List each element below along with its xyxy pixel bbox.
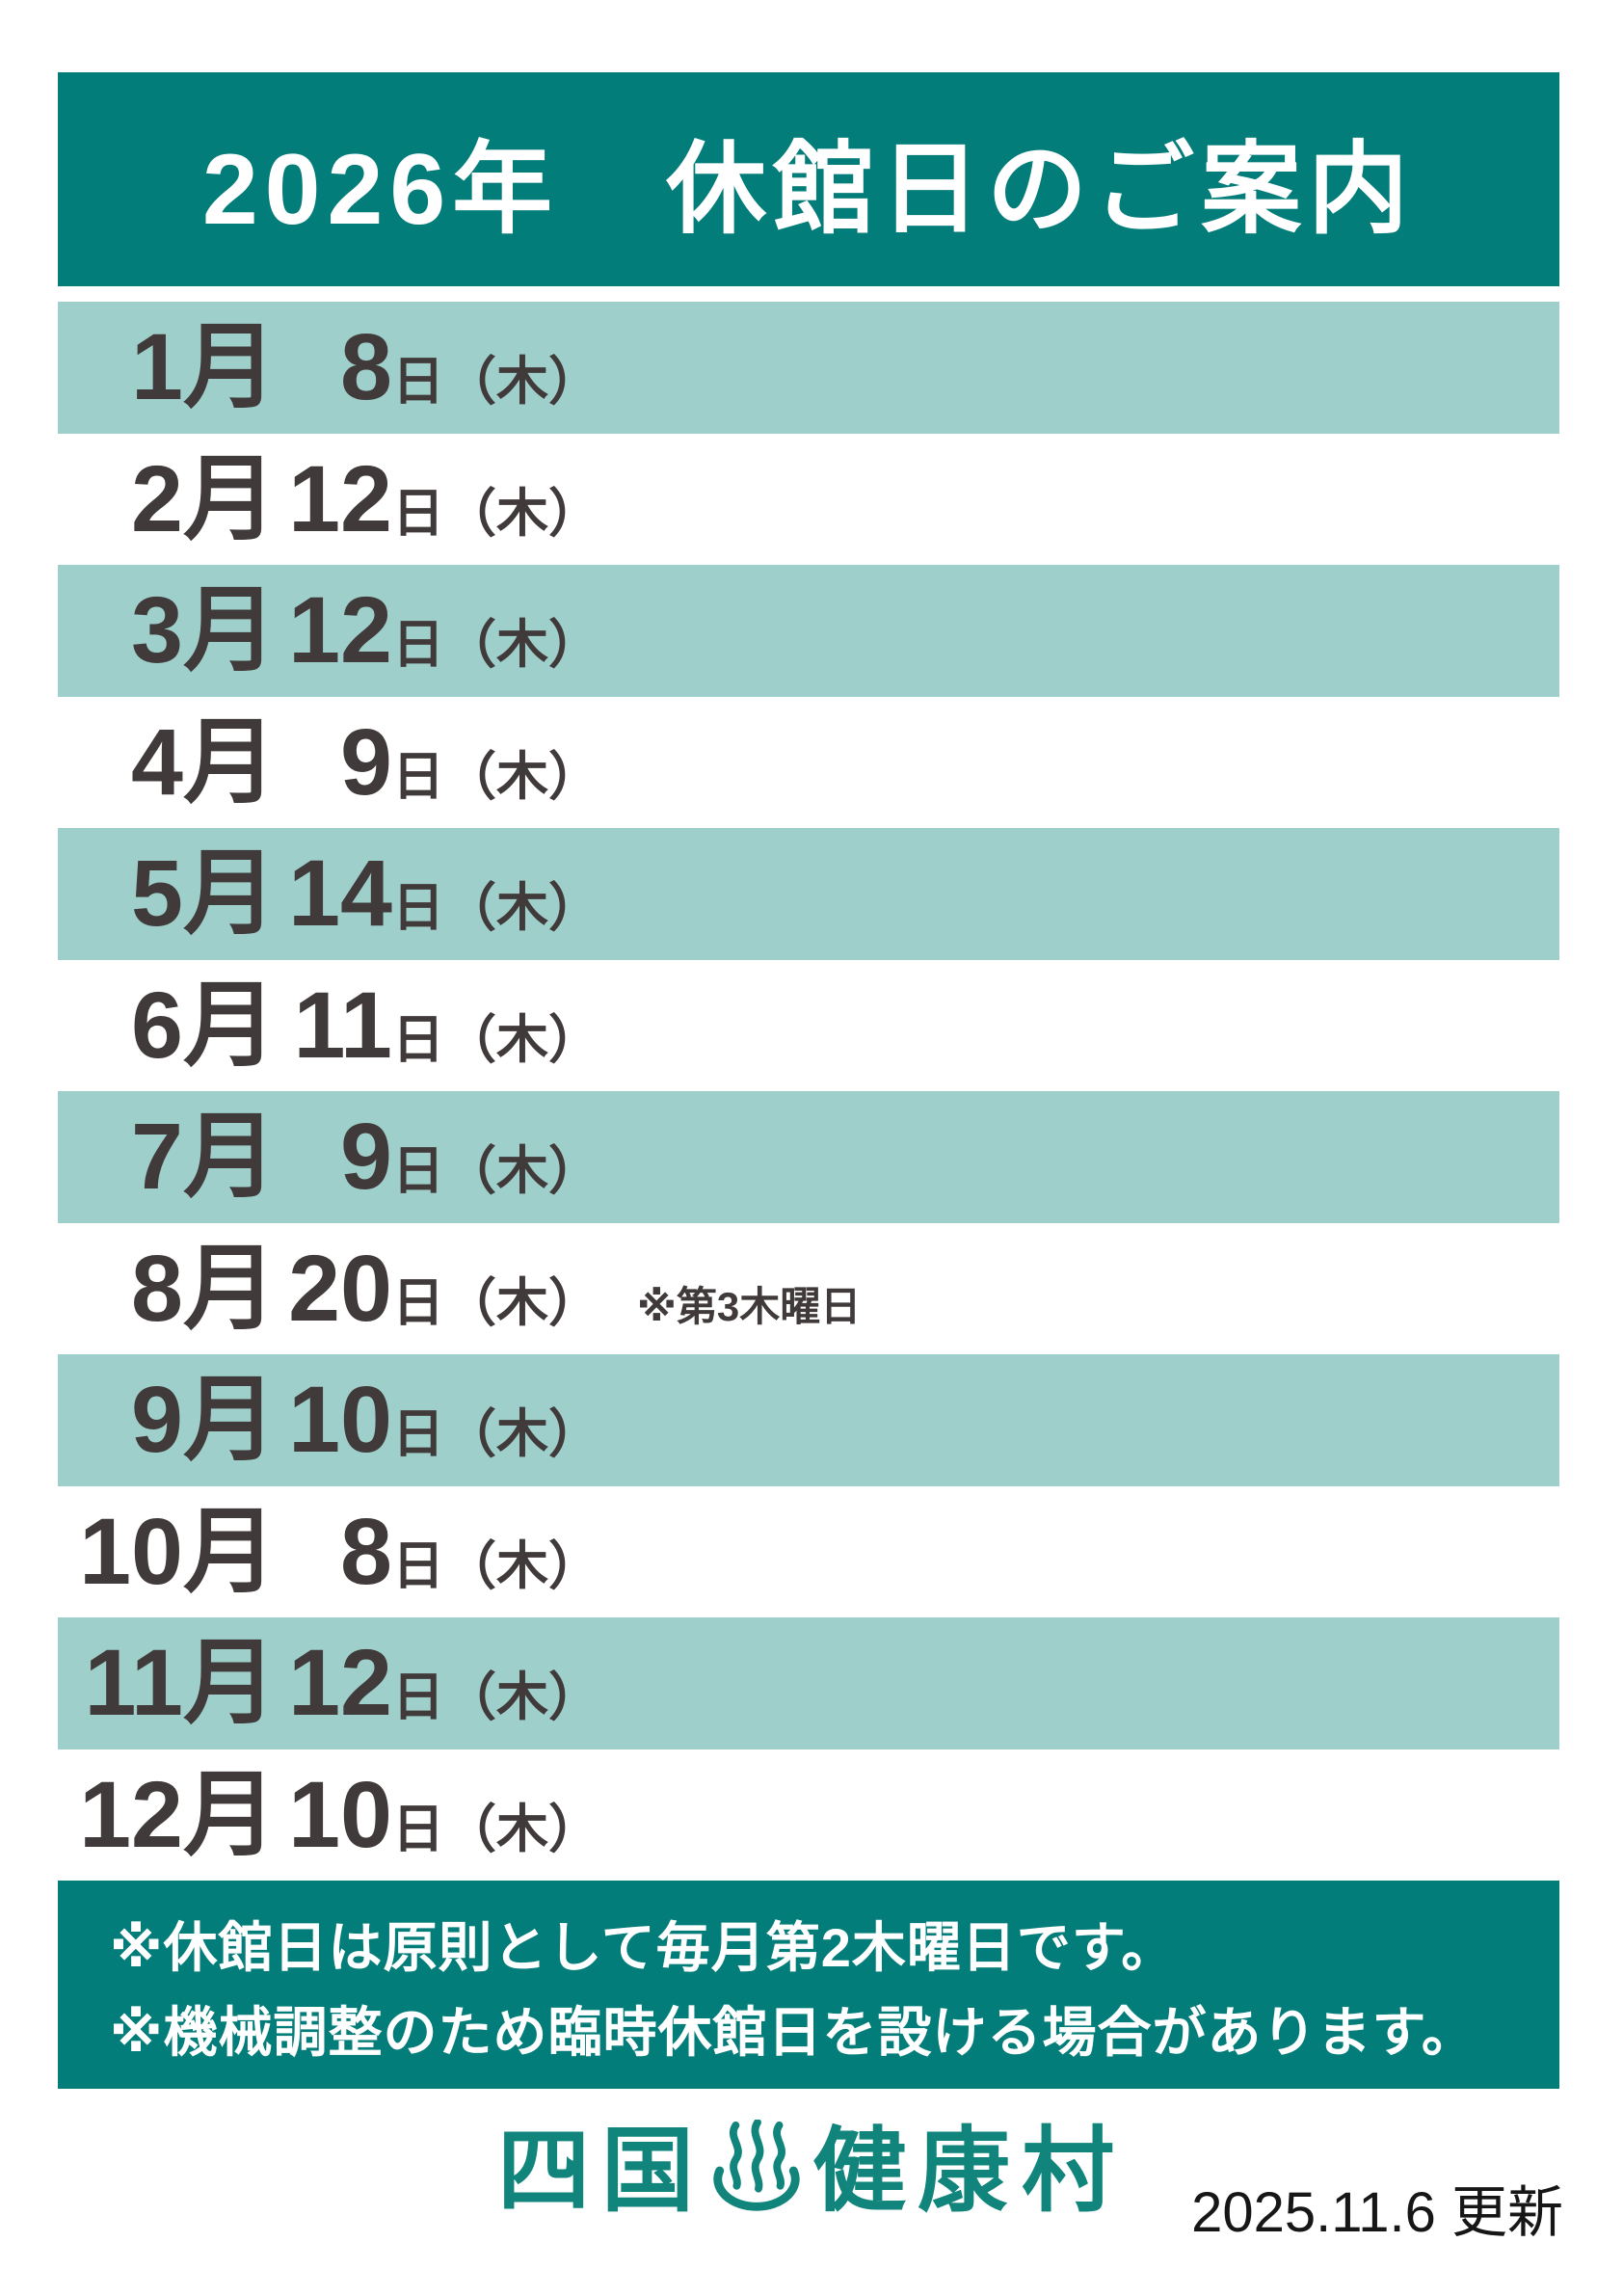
day-unit: 日 [392,1142,444,1200]
month-unit: 月 [183,972,277,1078]
month-unit: 月 [183,577,277,682]
month-number: 9 [131,1367,183,1472]
schedule-row-december: 12月 10日（木） [58,1749,1559,1882]
weekday-label: （木） [444,1405,600,1463]
month-unit: 月 [183,1104,277,1209]
weekday-label: （木） [444,747,600,806]
day-unit: 日 [392,616,444,674]
month-number: 8 [131,1235,183,1341]
day-number: 20 [288,1235,392,1341]
month-unit: 月 [183,841,277,946]
schedule-row-october: 10月 8日（木） [58,1486,1559,1618]
month-number: 3 [131,577,183,682]
day-number: 12 [288,445,392,551]
weekday-label: （木） [444,1536,600,1595]
month-number: 4 [131,708,183,814]
schedule-row-may: 5月 14日（木） [58,828,1559,960]
schedule-row-september: 9月 10日（木） [58,1354,1559,1486]
header-banner: 2026年 休館日のご案内 [58,72,1559,286]
schedule-list: 1月 8日（木） 2月 12日（木） 3月 12日（木） 4月 9日（木） 5月 14日（… [58,302,1559,1881]
day-number: 9 [340,1104,392,1209]
month-unit: 月 [183,1235,277,1341]
day-number: 12 [288,577,392,682]
weekday-label: （木） [444,1669,600,1726]
day-number: 10 [288,1761,392,1867]
month-unit: 月 [183,314,277,419]
day-unit: 日 [392,1669,444,1726]
weekday-label: （木） [444,1800,600,1858]
weekday-label: （木） [444,353,600,411]
weekday-label: （木） [444,1273,600,1332]
weekday-label: （木） [444,1142,600,1200]
day-unit: 日 [392,353,444,411]
brand-logo: 四国 健康村 [497,2119,1126,2225]
schedule-row-january: 1月 8日（木） [58,302,1559,434]
schedule-row-april: 4月 9日（木） [58,697,1559,829]
update-date: 2025.11.6 更新 [1191,2181,1563,2244]
month-unit: 月 [183,1498,277,1604]
month-number: 1 [131,314,183,419]
weekday-label: （木） [444,616,600,674]
month-number: 11 [84,1630,183,1735]
notice-line-1: ※休館日は原則として毎月第2木曜日です。 [110,1917,1177,1978]
page-title: 2026年 休館日のご案内 [201,133,1416,246]
schedule-row-march: 3月 12日（木） [58,565,1559,697]
month-number: 7 [131,1104,183,1209]
schedule-row-november: 11月 12日（木） [58,1617,1559,1749]
schedule-row-february: 2月 12日（木） [58,434,1559,566]
weekday-label: （木） [444,1010,600,1069]
day-unit: 日 [392,1010,444,1069]
weekday-label: （木） [444,879,600,937]
notice-line-2: ※機械調整のため臨時休館日を設ける場合があります。 [110,2002,1477,2063]
month-unit: 月 [183,1630,277,1735]
month-unit: 月 [183,445,277,551]
day-unit: 日 [392,484,444,543]
brand-name-left: 四国 [497,2120,705,2223]
row-note: ※第3木曜日 [637,1283,862,1329]
day-unit: 日 [392,747,444,806]
month-unit: 月 [183,1761,277,1867]
month-number: 6 [131,972,183,1078]
day-unit: 日 [392,879,444,937]
month-number: 5 [131,841,183,946]
day-unit: 日 [392,1800,444,1858]
month-number: 2 [131,445,183,551]
day-number: 8 [340,314,392,419]
day-unit: 日 [392,1405,444,1463]
day-number: 10 [288,1367,392,1472]
footer-logo-row: 四国 健康村 [0,2119,1623,2225]
month-unit: 月 [183,1367,277,1472]
day-number: 8 [340,1498,392,1604]
day-number: 11 [293,972,392,1078]
day-unit: 日 [392,1536,444,1595]
weekday-label: （木） [444,484,600,543]
day-unit: 日 [392,1273,444,1332]
month-unit: 月 [183,708,277,814]
month-number: 10 [79,1498,183,1604]
schedule-row-august: 8月 20日（木） ※第3木曜日 [58,1223,1559,1355]
day-number: 12 [288,1630,392,1735]
day-number: 9 [340,708,392,814]
schedule-row-july: 7月 9日（木） [58,1091,1559,1223]
hot-spring-icon [713,2120,800,2211]
day-number: 14 [288,841,392,946]
month-number: 12 [79,1761,183,1867]
brand-name-right: 健康村 [813,2120,1126,2223]
schedule-row-june: 6月 11日（木） [58,960,1559,1092]
notice-banner: ※休館日は原則として毎月第2木曜日です。 ※機械調整のため臨時休館日を設ける場合… [58,1881,1559,2089]
